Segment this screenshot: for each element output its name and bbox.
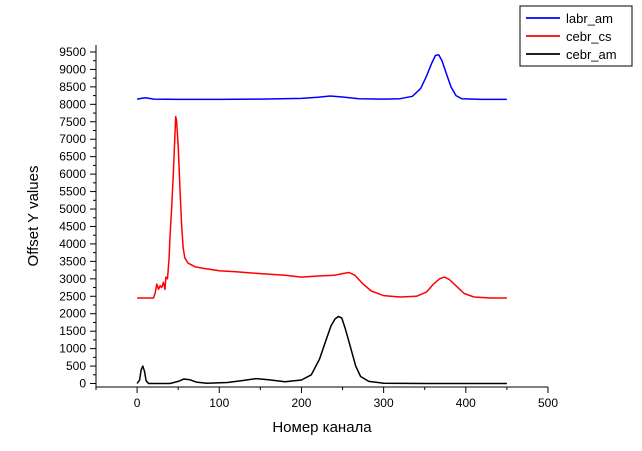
y-tick-label: 2000 [59, 307, 86, 321]
y-tick-label: 5500 [59, 185, 86, 199]
x-tick-label: 0 [134, 396, 141, 410]
y-tick-label: 9000 [59, 62, 86, 76]
x-tick-label: 200 [291, 396, 311, 410]
series-line-cebr-cs [137, 115, 507, 299]
x-axis: 0 100 200 300 400 500 [95, 386, 558, 410]
y-tick-label: 7500 [59, 115, 86, 129]
y-tick-label: 5000 [59, 202, 86, 216]
y-tick-label: 7000 [59, 132, 86, 146]
y-tick-label: 6500 [59, 150, 86, 164]
y-tick-label: 8500 [59, 80, 86, 94]
y-tick-label: 8000 [59, 97, 86, 111]
y-tick-label: 4500 [59, 219, 86, 233]
y-tick-label: 1000 [59, 342, 86, 356]
series-line-labr-am [136, 54, 507, 101]
y-tick-label: 4000 [59, 237, 86, 251]
y-tick-label: 9500 [59, 45, 86, 59]
y-axis-label: Offset Y values [25, 166, 42, 267]
y-tick-label: 500 [66, 359, 86, 373]
x-axis-label: Номер канала [272, 419, 372, 436]
series-layer [136, 54, 507, 385]
legend-label: labr_am [566, 11, 613, 26]
y-tick-label: 3000 [59, 272, 86, 286]
y-tick-label: 6000 [59, 167, 86, 181]
y-tick-label: 0 [79, 377, 86, 391]
x-tick-label: 100 [209, 396, 229, 410]
legend: labr_am cebr_cs cebr_am [519, 5, 633, 67]
y-tick-label: 3500 [59, 254, 86, 268]
x-tick-label: 300 [374, 396, 394, 410]
legend-label: cebr_cs [566, 29, 612, 44]
y-axis: 0 500 1000 1500 2000 2500 3000 3500 4000 4500 5000… [59, 45, 97, 391]
y-tick-label: 1500 [59, 324, 86, 338]
series-line-cebr-am [136, 315, 507, 385]
x-tick-label: 500 [538, 396, 558, 410]
y-tick-label: 2500 [59, 289, 86, 303]
x-tick-label: 400 [456, 396, 476, 410]
legend-label: cebr_am [566, 47, 617, 62]
